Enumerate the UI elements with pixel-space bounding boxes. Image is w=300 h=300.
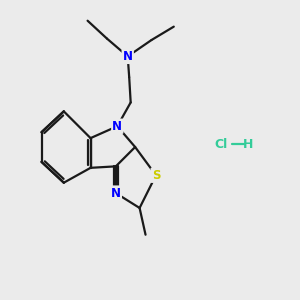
Text: H: H: [243, 138, 253, 151]
Text: N: N: [111, 187, 121, 200]
Text: S: S: [152, 169, 160, 182]
Text: N: N: [123, 50, 133, 63]
Text: Cl: Cl: [215, 138, 228, 151]
Text: N: N: [112, 120, 122, 133]
